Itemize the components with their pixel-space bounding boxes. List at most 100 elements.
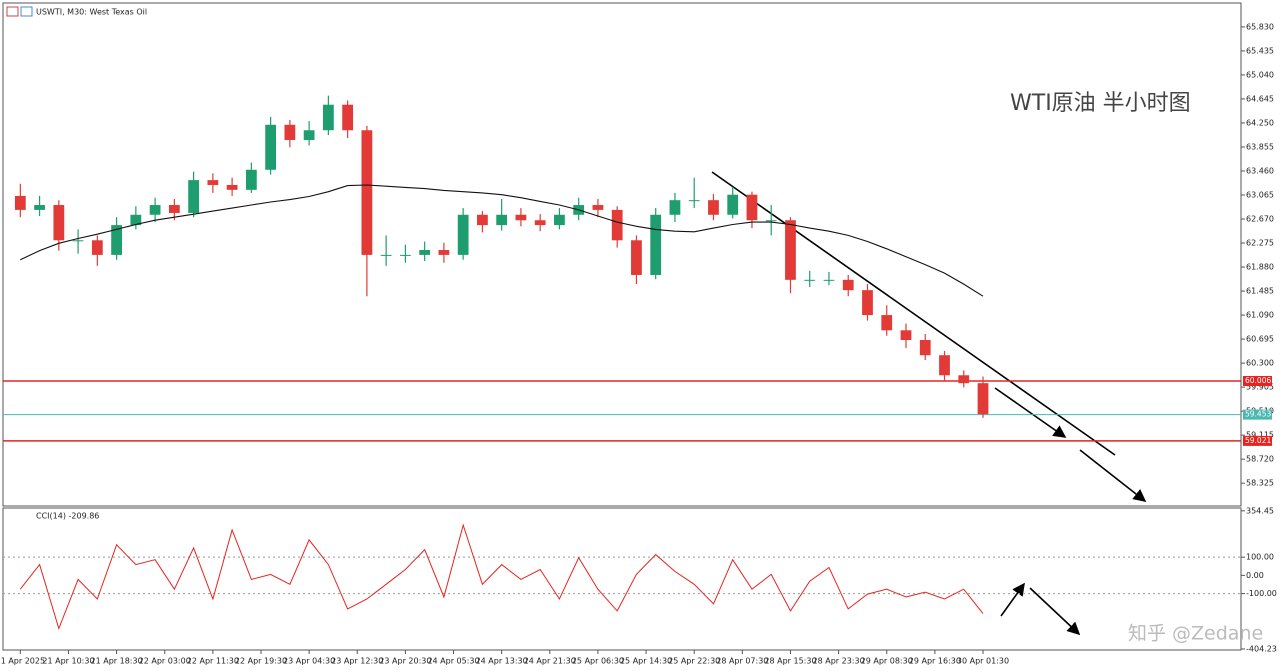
cci-pane [2, 507, 1242, 651]
y-tick-label: 60.300 [1246, 359, 1274, 368]
y-tick-label: 58.720 [1246, 455, 1274, 464]
x-tick-label: 21 Apr 2025 [0, 657, 45, 666]
candle-body [688, 200, 700, 202]
candle-body [168, 205, 180, 213]
candle-body [862, 290, 873, 316]
y-tick-label: 59.905 [1246, 383, 1274, 392]
candle-body [477, 214, 488, 226]
y-tick-label: 100.00 [1246, 553, 1274, 562]
x-tick-label: 30 Apr 01:30 [957, 657, 1009, 666]
candle-body [842, 279, 854, 291]
y-tick-label: 61.090 [1246, 311, 1274, 320]
candle-body [265, 124, 277, 170]
x-tick-label: 23 Apr 12:30 [331, 657, 383, 666]
candle-body [496, 214, 508, 226]
y-tick-label: 63.460 [1246, 166, 1274, 175]
candle-body [303, 130, 315, 140]
y-tick-label: 62.275 [1246, 239, 1274, 248]
y-tick-label: 65.040 [1246, 70, 1274, 79]
x-tick-label: 24 Apr 05:30 [427, 657, 479, 666]
candle-body [322, 104, 334, 131]
y-tick-label: 63.065 [1246, 191, 1274, 200]
price-tag-label: 59.021 [1245, 436, 1271, 445]
y-tick-label: 63.855 [1246, 142, 1274, 151]
x-tick-label: 25 Apr 14:30 [620, 657, 672, 666]
candle-body [91, 240, 103, 255]
candle-body [457, 214, 469, 255]
x-tick-label: 29 Apr 08:30 [861, 657, 913, 666]
y-tick-label: 0.00 [1246, 571, 1264, 580]
candle-body [226, 184, 238, 190]
y-tick-label: 65.435 [1246, 46, 1274, 55]
candle-body [361, 130, 373, 255]
y-tick-label: 61.485 [1246, 287, 1274, 296]
x-tick-label: 24 Apr 13:30 [476, 657, 528, 666]
candle-body [977, 383, 989, 415]
x-tick-label: 29 Apr 16:30 [909, 657, 961, 666]
x-tick-label: 21 Apr 10:30 [42, 657, 94, 666]
x-tick-label: 25 Apr 22:30 [668, 657, 720, 666]
candle-body [611, 209, 623, 241]
y-tick-label: 58.325 [1246, 479, 1274, 488]
y-tick-label: 60.695 [1246, 335, 1274, 344]
candle-body [284, 124, 296, 140]
candle-body [380, 254, 392, 256]
candle-body [34, 205, 45, 210]
candle-body [53, 205, 65, 241]
candle-body [785, 220, 796, 280]
candle-body [900, 330, 912, 341]
annotation: WTI原油 半小时图 [1010, 91, 1191, 116]
candle-body [342, 104, 354, 131]
price-tag [1243, 409, 1272, 420]
x-tick-label: 22 Apr 19:30 [235, 657, 287, 666]
y-tick-label: 64.250 [1246, 118, 1274, 127]
candle-body [746, 194, 758, 221]
candle-body [515, 214, 527, 221]
candle-body [245, 169, 257, 190]
candle-body [207, 180, 219, 185]
x-tick-label: 28 Apr 15:30 [764, 657, 816, 666]
x-tick-label: 28 Apr 07:30 [716, 657, 768, 666]
candle-body [650, 214, 662, 275]
x-tick-label: 22 Apr 11:30 [187, 657, 239, 666]
candle-body [111, 225, 122, 255]
cci-line [19, 523, 984, 631]
candle-body [149, 205, 161, 215]
candle-body [804, 279, 816, 281]
cci-title: CCI(14) -209.86 [36, 512, 99, 521]
price-tag-label: 59.453 [1245, 410, 1271, 419]
price-tag [1243, 435, 1272, 446]
candle-body [631, 240, 642, 275]
x-tick-label: 21 Apr 18:30 [91, 657, 143, 666]
y-tick-label: 61.880 [1246, 263, 1274, 272]
watermark: 知乎 @Zedane [1128, 623, 1263, 645]
x-tick-label: 23 Apr 20:30 [379, 657, 431, 666]
y-tick-label: 65.830 [1246, 22, 1274, 31]
candle-body [765, 220, 777, 222]
title-icon [6, 6, 33, 17]
candle-body [823, 279, 835, 281]
y-tick-label: -404.23 [1246, 644, 1277, 653]
price-tag-label: 60.006 [1245, 376, 1271, 385]
main-pane [2, 2, 1242, 507]
x-tick-label: 28 Apr 23:30 [813, 657, 865, 666]
candle-body [400, 254, 411, 256]
candle-body [919, 340, 931, 356]
candle-body [419, 250, 431, 255]
candle-body [438, 250, 450, 255]
y-tick-label: 354.45 [1246, 506, 1274, 515]
candle-body [708, 200, 719, 215]
x-tick-label: 24 Apr 21:30 [524, 657, 576, 666]
y-tick-label: 59.115 [1246, 431, 1274, 440]
candle-body [939, 355, 950, 376]
y-tick-label: 64.645 [1246, 94, 1274, 103]
candle-body [958, 375, 970, 384]
x-tick-label: 25 Apr 06:30 [572, 657, 624, 666]
x-tick-label: 23 Apr 04:30 [283, 657, 335, 666]
candle-body [592, 205, 604, 210]
candle-body [881, 315, 893, 331]
x-tick-label: 22 Apr 03:00 [139, 657, 191, 666]
candle-body [669, 200, 681, 215]
candle-body [534, 220, 546, 226]
candle-body [554, 214, 565, 226]
